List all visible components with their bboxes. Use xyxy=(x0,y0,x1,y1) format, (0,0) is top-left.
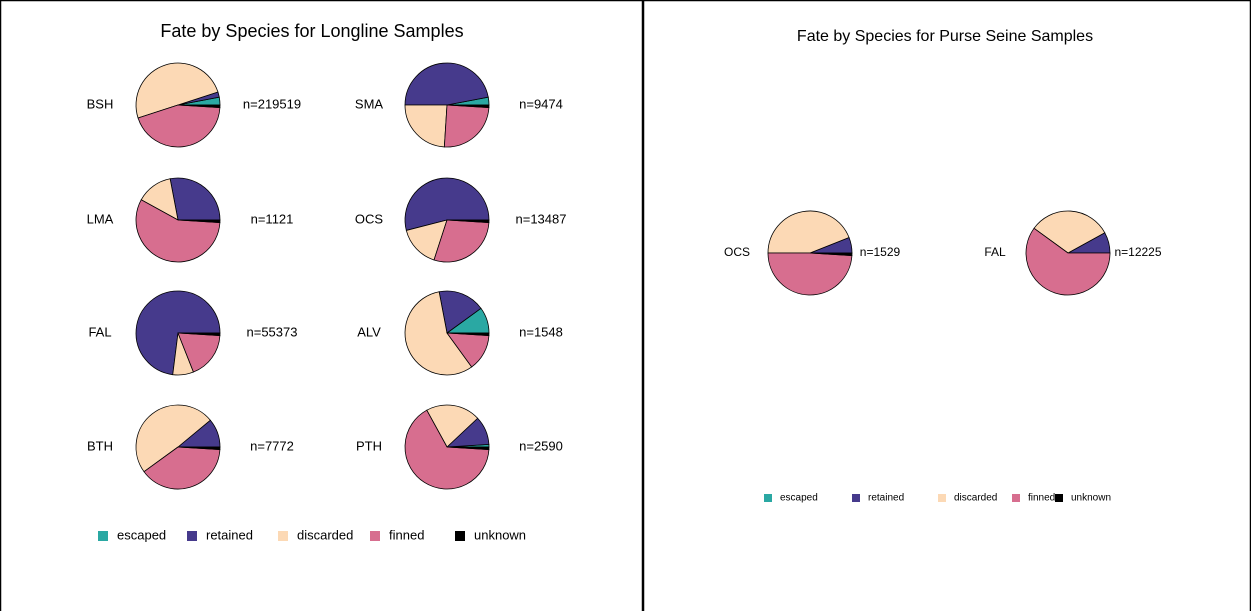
sample-size: n=13487 xyxy=(516,211,567,226)
legend-label: unknown xyxy=(474,527,526,542)
pie-slice xyxy=(404,177,490,231)
pie-slice xyxy=(177,446,221,451)
chart-title: Fate by Species for Longline Samples xyxy=(160,21,463,41)
pie-label: OCS xyxy=(355,211,384,226)
legend-swatch xyxy=(370,531,380,541)
sample-size: n=9474 xyxy=(519,96,563,111)
pie-label: SMA xyxy=(355,96,384,111)
legend-swatch xyxy=(1055,494,1063,502)
pie-slice xyxy=(177,104,221,109)
pie-slice xyxy=(426,404,479,448)
legend-label: escaped xyxy=(780,493,818,504)
legend-label: escaped xyxy=(117,527,166,542)
legend-label: discarded xyxy=(297,527,353,542)
pie-slice xyxy=(177,332,221,337)
pie-slice xyxy=(404,291,473,376)
sample-size: n=219519 xyxy=(243,96,301,111)
pie-slice xyxy=(433,219,490,263)
pie-slice xyxy=(177,332,221,373)
pie-slice xyxy=(767,210,850,254)
pie-slice xyxy=(404,104,448,148)
legend-swatch xyxy=(938,494,946,502)
pie-label: PTH xyxy=(356,438,382,453)
pie-label: LMA xyxy=(87,211,114,226)
pie-label: OCS xyxy=(724,245,750,259)
pie-slice xyxy=(177,219,221,224)
legend-swatch xyxy=(98,531,108,541)
legend-swatch xyxy=(852,494,860,502)
pie-slice xyxy=(404,409,490,490)
pie-slice xyxy=(135,404,211,473)
legend-swatch xyxy=(187,531,197,541)
sample-size: n=1121 xyxy=(251,211,294,226)
sample-size: n=7772 xyxy=(250,438,294,453)
pie-slice xyxy=(135,62,219,119)
pie-slice xyxy=(446,219,490,224)
pie-slice xyxy=(404,62,489,106)
pie-slice xyxy=(809,252,853,257)
pie-slice xyxy=(135,199,221,263)
legend-swatch xyxy=(278,531,288,541)
sample-size: n=1548 xyxy=(519,324,563,339)
legend-label: unknown xyxy=(1071,493,1111,504)
sample-size: n=1529 xyxy=(860,245,901,259)
left-panel xyxy=(0,0,644,611)
pie-slice xyxy=(438,290,482,334)
pie-label: ALV xyxy=(357,324,381,339)
pie-label: FAL xyxy=(984,245,1006,259)
sample-size: n=12225 xyxy=(1114,245,1161,259)
legend-label: finned xyxy=(1028,493,1055,504)
pie-slice xyxy=(446,446,490,451)
pie-slice xyxy=(1033,210,1106,254)
pie-slice xyxy=(767,252,853,296)
pie-label: BSH xyxy=(87,96,114,111)
pie-slice xyxy=(1025,227,1111,296)
sample-size: n=2590 xyxy=(519,438,563,453)
pie-label: FAL xyxy=(88,324,111,339)
legend-swatch xyxy=(1012,494,1020,502)
pie-slice xyxy=(446,332,490,337)
pie-slice xyxy=(443,104,490,148)
legend-label: discarded xyxy=(954,493,997,504)
legend-label: finned xyxy=(389,527,424,542)
legend-swatch xyxy=(764,494,772,502)
pie-slice xyxy=(143,446,221,490)
legend-label: retained xyxy=(868,493,904,504)
pie-label: BTH xyxy=(87,438,113,453)
legend-label: retained xyxy=(206,527,253,542)
pie-slice xyxy=(137,104,221,148)
chart-title: Fate by Species for Purse Seine Samples xyxy=(797,28,1093,45)
right-panel xyxy=(642,0,1251,611)
pie-slice xyxy=(169,177,221,221)
pie-slice xyxy=(446,104,490,109)
sample-size: n=55373 xyxy=(247,324,298,339)
legend-swatch xyxy=(455,531,465,541)
